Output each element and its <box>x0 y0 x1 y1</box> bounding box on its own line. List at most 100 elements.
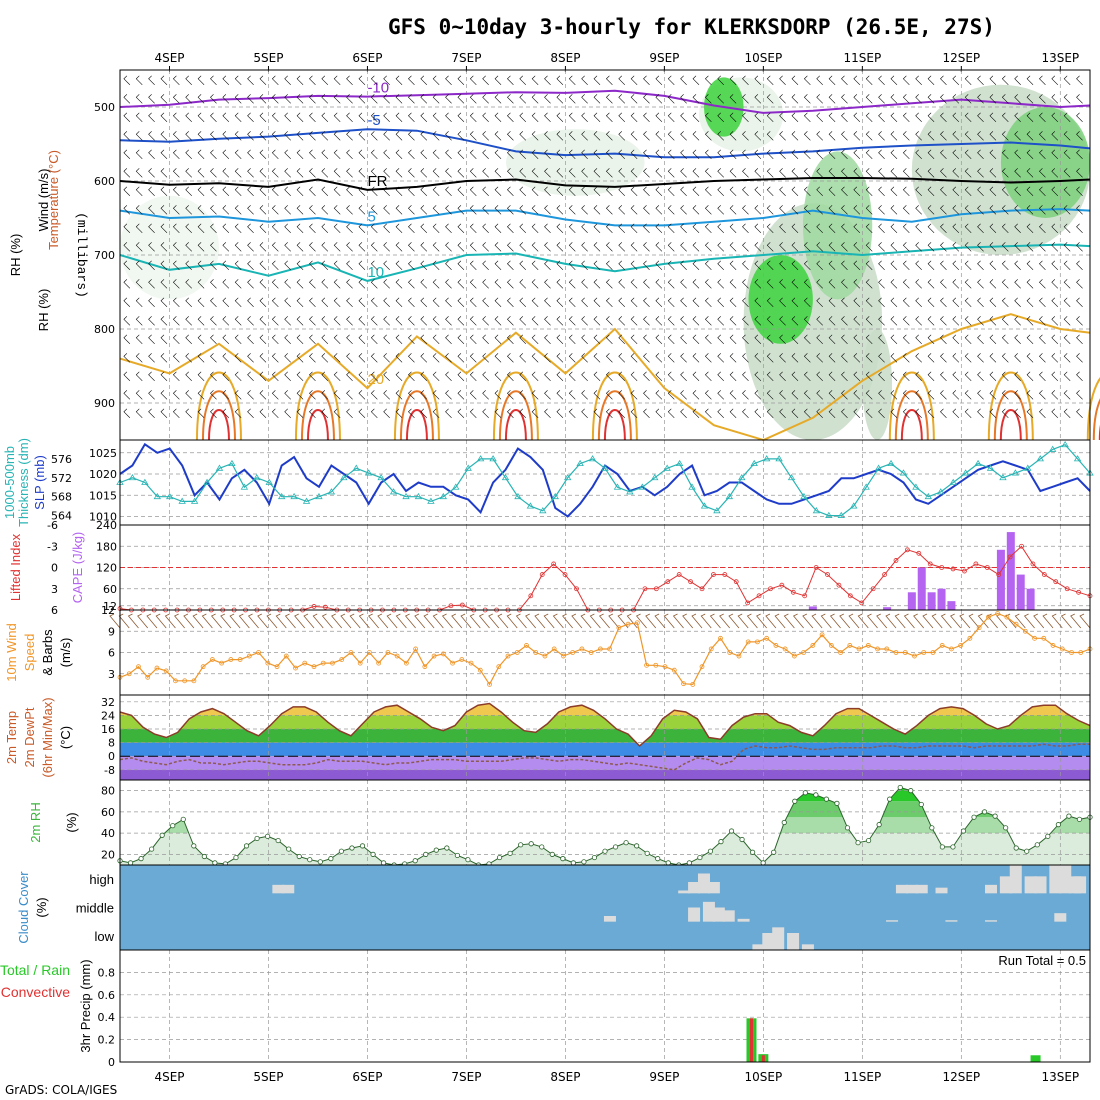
wind-barb <box>333 168 341 178</box>
wind-barb <box>469 371 477 382</box>
wind-barb <box>605 131 613 141</box>
wind-barb <box>383 223 390 234</box>
wind-barb <box>655 168 663 178</box>
wind-barb <box>247 371 254 382</box>
temperature-axis-label: Temperature (°C) <box>46 150 61 250</box>
wind-barb <box>519 242 527 252</box>
thickness-marker <box>626 488 634 495</box>
wind-barb <box>148 131 155 141</box>
wind-barb <box>222 334 230 345</box>
wind-barb <box>494 297 502 308</box>
wind-barb <box>878 131 885 141</box>
wind-speed-marker <box>422 664 428 670</box>
wind-barb <box>568 408 576 419</box>
wind-barb <box>294 613 306 629</box>
wind-barb <box>643 260 650 271</box>
wind-barb <box>160 94 168 104</box>
wind-barb <box>309 371 316 382</box>
wind-barb <box>469 168 477 178</box>
wind-barb <box>717 371 724 382</box>
wind-barb <box>1051 168 1059 178</box>
wind-barb <box>197 223 205 234</box>
wind-barb <box>964 353 972 363</box>
wind-barb <box>321 94 329 104</box>
wind-speed-tick: 6 <box>108 647 115 660</box>
wind-barb <box>902 297 910 308</box>
wind-barb <box>902 131 910 141</box>
wind-barb <box>1014 205 1021 215</box>
wind-barb <box>766 186 774 197</box>
wind-speed-marker <box>755 639 760 645</box>
wind-barb <box>704 371 712 382</box>
rh2m-marker <box>823 796 830 802</box>
wind-barb <box>865 149 873 160</box>
wind-barb <box>266 613 278 629</box>
wind-barb <box>816 390 823 400</box>
wind-barb <box>160 186 168 197</box>
wind-barb <box>185 186 192 197</box>
lifted-index-marker <box>779 582 785 588</box>
wind-barb <box>704 223 712 234</box>
wind-barb <box>865 205 873 215</box>
cloud-cell-high <box>905 884 918 894</box>
wind-barb <box>135 186 143 197</box>
wind-barb <box>408 168 415 178</box>
wind-barb <box>222 408 230 419</box>
wind-barb <box>927 223 935 234</box>
wind-barb <box>296 408 304 419</box>
wind-barb <box>148 390 155 400</box>
wind-barb <box>507 168 514 178</box>
rh2m-marker <box>981 809 988 815</box>
wind-barb <box>284 242 291 252</box>
temperature-tick: 24 <box>101 709 115 722</box>
wind-barb <box>643 242 650 252</box>
wind-speed-marker <box>487 681 492 687</box>
wind-barb <box>581 334 588 345</box>
wind-barb <box>931 613 943 629</box>
wind-barb <box>717 168 724 178</box>
wind-barb <box>977 186 984 197</box>
wind-barb <box>1063 75 1071 86</box>
wind-barb <box>420 223 428 234</box>
wind-barb <box>940 316 947 326</box>
wind-barb <box>890 408 898 419</box>
wind-barb <box>1039 75 1046 86</box>
wind-speed-marker <box>440 651 446 657</box>
wind-barb <box>828 297 836 308</box>
wind-barb <box>1076 334 1083 345</box>
wind-speed-marker <box>385 650 391 655</box>
rh2m-marker <box>1013 845 1019 851</box>
wind-barb <box>593 408 601 419</box>
wind-barb <box>692 279 700 289</box>
wind-barb <box>544 75 551 86</box>
wind-barb <box>728 613 740 629</box>
wind-barb <box>913 613 925 629</box>
thickness-marker <box>663 464 671 471</box>
wind-barb <box>968 613 980 629</box>
wind-barb <box>1076 112 1083 123</box>
wind-barb <box>445 131 452 141</box>
rh2m-marker <box>908 788 914 794</box>
thickness-marker <box>178 497 186 504</box>
wind-barb <box>1026 316 1034 326</box>
wind-barb <box>680 112 687 123</box>
wind-barb <box>952 279 960 289</box>
cloud-unit-label: (%) <box>34 897 49 917</box>
wind-barb <box>408 390 415 400</box>
wind-barb <box>964 242 972 252</box>
wind-barb <box>964 168 972 178</box>
wind-barb <box>643 408 650 419</box>
wind-barb <box>902 371 910 382</box>
lifted-index-marker <box>825 572 830 577</box>
wind-barb <box>519 186 527 197</box>
wind-barb <box>853 75 861 86</box>
wind-barb <box>977 223 984 234</box>
thickness-marker <box>277 492 286 500</box>
rh2m-marker <box>707 848 714 854</box>
wind-barb <box>853 223 861 234</box>
wind-barb <box>172 390 180 400</box>
wind-barb <box>605 223 613 234</box>
wind-speed-marker <box>191 678 197 684</box>
rh2m-marker <box>444 845 450 851</box>
rh2m-marker <box>359 843 366 849</box>
